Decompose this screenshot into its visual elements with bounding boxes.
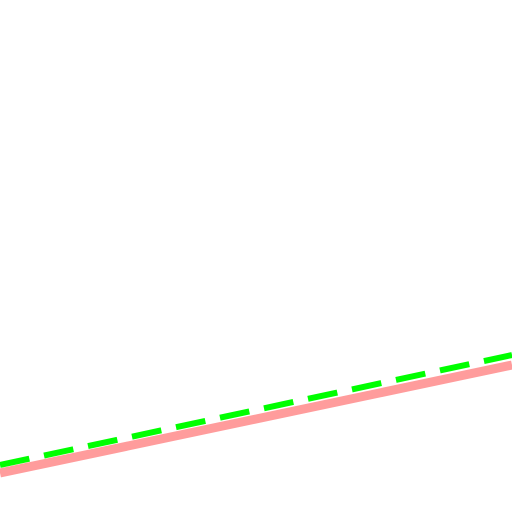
green-dashed-line (0, 352, 512, 468)
salmon-solid-line (0, 360, 512, 478)
